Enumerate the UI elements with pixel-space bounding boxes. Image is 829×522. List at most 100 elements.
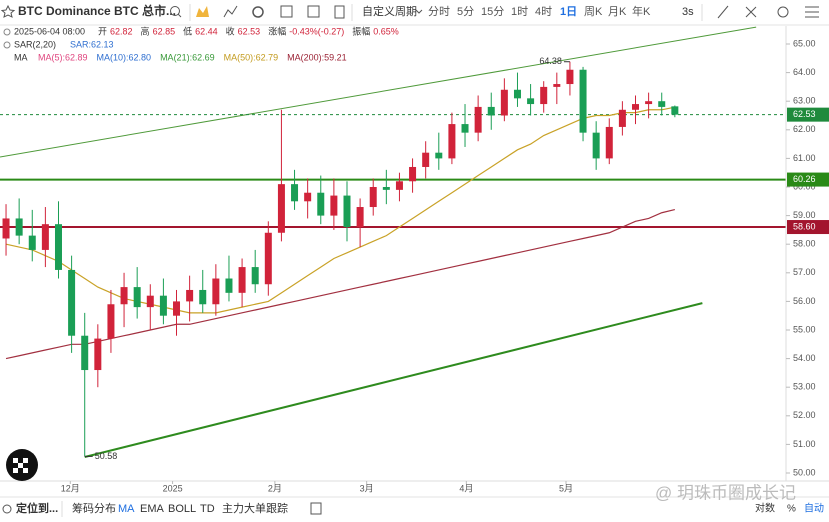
candle-body (500, 89, 508, 116)
candle-body (330, 195, 338, 216)
period-option[interactable]: 年K (632, 4, 651, 18)
candle-body (120, 287, 128, 305)
custom-period[interactable]: 自定义周期 (362, 4, 417, 18)
candle-body (54, 224, 62, 270)
y-tick-label: 64.00 (793, 67, 816, 77)
candle-body (41, 224, 49, 250)
legend-value: 0.65% (373, 26, 399, 36)
candle-body (107, 304, 115, 339)
star-icon[interactable] (0, 4, 16, 18)
y-tick-label: 51.00 (793, 439, 816, 449)
indicator-tab[interactable]: MA (118, 503, 135, 515)
candle-body (448, 124, 456, 159)
toolbar-bg (0, 0, 829, 25)
y-tick-label: 57.00 (793, 267, 816, 277)
indicator-icon[interactable] (223, 5, 238, 18)
candle-body (369, 187, 377, 208)
ma-line (5, 209, 675, 360)
period-option[interactable]: 15分 (481, 5, 504, 18)
menu-icon[interactable] (805, 6, 819, 18)
legend-value: 62.82 (110, 26, 133, 36)
y-tick-label: 61.00 (793, 153, 816, 163)
legend-label: 低 (183, 25, 192, 36)
candle-body (15, 218, 23, 236)
crown-icon[interactable] (196, 6, 209, 17)
edit-icon[interactable] (310, 502, 322, 515)
candle-body (212, 278, 220, 305)
y-tick-label: 54.00 (793, 353, 816, 363)
y-tick-label: 56.00 (793, 296, 816, 306)
candle-body (382, 187, 390, 190)
candle-body (133, 287, 141, 308)
price-tag-label: 58.60 (793, 221, 816, 231)
legend-toggle[interactable] (3, 28, 11, 36)
period-option[interactable]: 1日 (560, 5, 577, 18)
price-tag (787, 220, 829, 235)
close-icon[interactable] (745, 6, 757, 18)
copy-icon[interactable] (334, 5, 345, 19)
x-tick-label: 12月 (61, 483, 80, 493)
axis-option[interactable]: 自动 (804, 502, 824, 515)
legend-value: -0.43%(-0.27) (289, 26, 344, 36)
candle-body (474, 106, 482, 133)
candle-body (317, 192, 325, 216)
candle-body (238, 267, 246, 293)
indicator-tab[interactable]: 筹码分布 (72, 501, 116, 515)
y-tick-label: 50.00 (793, 467, 816, 477)
candle-body (435, 152, 443, 159)
period-option[interactable]: 5分 (457, 5, 474, 18)
period-option[interactable]: 1时 (511, 5, 528, 18)
refresh-rate[interactable]: 3s (682, 6, 694, 18)
camera-icon[interactable] (777, 6, 789, 18)
candle-body (28, 235, 36, 250)
candle-body (186, 289, 194, 302)
locate-icon[interactable] (2, 504, 12, 514)
draw-icon[interactable] (717, 5, 729, 19)
template-icon[interactable] (307, 5, 320, 18)
indicator-tab[interactable]: TD (200, 503, 215, 515)
axis-option[interactable]: % (787, 504, 796, 515)
dropdown-icon (415, 9, 423, 14)
candle-body (513, 89, 521, 99)
y-tick-label: 55.00 (793, 324, 816, 334)
layout-icon[interactable] (280, 5, 293, 18)
period-option[interactable]: 4时 (535, 5, 552, 18)
locate[interactable]: 定位到... (16, 501, 58, 515)
candle-body (632, 104, 640, 110)
y-tick-label: 58.00 (793, 239, 816, 249)
axis-option[interactable]: 对数 (755, 502, 775, 515)
x-tick-label: 4月 (459, 483, 473, 493)
ma-legend: MA(5):62.89 (38, 52, 88, 62)
y-tick-label: 59.00 (793, 210, 816, 220)
legend-value: 62.85 (153, 26, 176, 36)
candle-body (199, 289, 207, 305)
price-tag (787, 107, 829, 122)
legend-label: 开 (98, 26, 107, 36)
candle-body (225, 278, 233, 293)
indicator-tab[interactable]: EMA (140, 503, 165, 515)
period-option[interactable]: 周K (584, 5, 603, 18)
y-tick-label: 62.00 (793, 124, 816, 134)
logo-pattern (13, 458, 28, 473)
candle-body (540, 86, 548, 105)
indicator-tab[interactable]: 主力大单跟踪 (222, 501, 288, 515)
legend-toggle[interactable] (3, 41, 11, 49)
candle-body (146, 295, 154, 308)
price-tag-label: 62.53 (793, 109, 816, 119)
price-tag (787, 172, 829, 187)
legend-datetime: 2025-06-04 08:00 (14, 26, 85, 36)
candle-body (618, 109, 626, 127)
symbol-title[interactable]: BTC Dominance BTC 总市... (18, 3, 176, 18)
period-option[interactable]: 分时 (428, 5, 450, 18)
y-tick-label: 65.00 (793, 38, 816, 48)
max-label: 64.38 (539, 56, 562, 66)
indicator-tab[interactable]: BOLL (168, 503, 196, 515)
settings-icon[interactable] (252, 6, 264, 18)
candle-body (579, 69, 587, 133)
period-option[interactable]: 月K (608, 6, 627, 18)
candle-body (173, 301, 181, 316)
search-icon[interactable] (170, 6, 180, 16)
